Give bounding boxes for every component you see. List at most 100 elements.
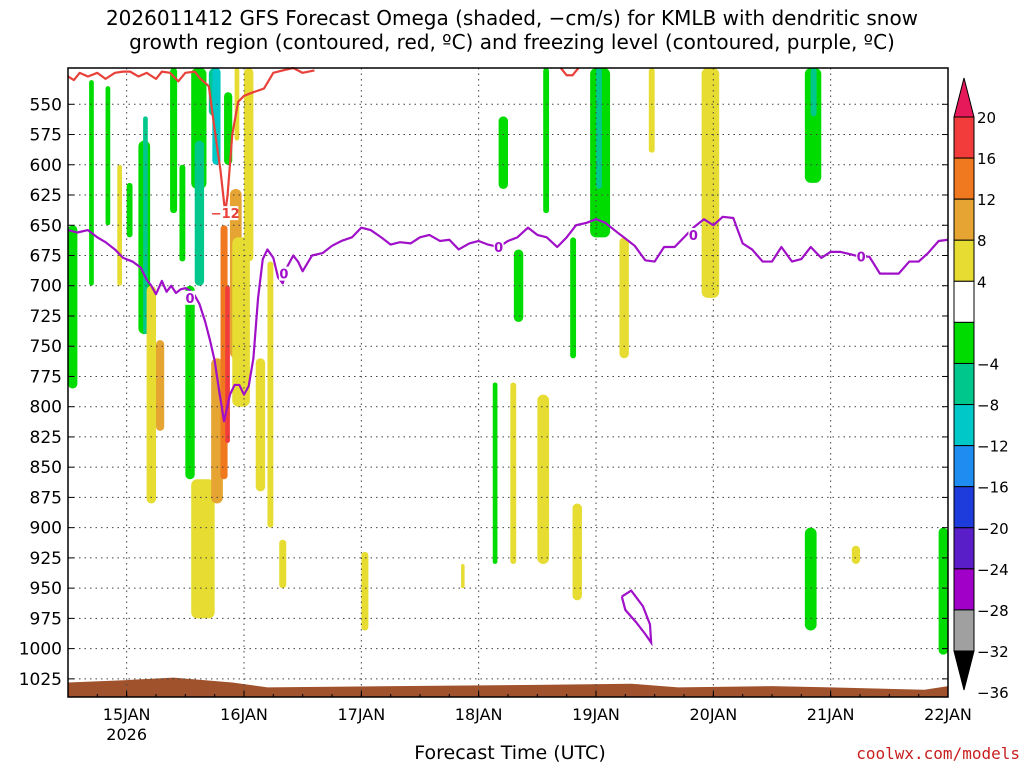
watermark: coolwx.com/models [856, 744, 1020, 763]
omega-cell [89, 80, 94, 286]
colorbar-label: −28 [977, 602, 1009, 620]
colorbar-bin [953, 239, 975, 282]
contour-label-background [493, 240, 504, 255]
omega-cell [596, 68, 602, 189]
colorbar-label: −4 [977, 355, 999, 373]
x-tick-label: 22JAN [924, 705, 972, 724]
omega-cell [461, 563, 465, 589]
omega-cell [224, 92, 233, 165]
omega-cell [804, 68, 822, 183]
contour-label: 0 [279, 268, 288, 283]
colorbar-label: −32 [977, 643, 1009, 661]
ground-terrain [68, 677, 948, 697]
contour-label-background [688, 227, 699, 242]
colorbar-label: −16 [977, 479, 1009, 497]
omega-cell [619, 237, 629, 359]
x-tick-label: 17JAN [337, 705, 385, 724]
omega-cell [570, 237, 577, 359]
y-tick-label: 575 [30, 126, 62, 146]
colorbar-label: 8 [977, 232, 987, 250]
omega-cell [267, 261, 274, 528]
contour-label-background [856, 249, 867, 264]
x-tick-label: 21JAN [807, 705, 855, 724]
colorbar-bottom-arrow [953, 650, 975, 691]
y-tick-label: 875 [30, 488, 62, 508]
omega-cell [194, 140, 205, 286]
omega-cell [185, 285, 195, 480]
y-tick-label: 600 [30, 156, 62, 176]
omega-cell [938, 527, 948, 655]
omega-cell [212, 68, 221, 165]
x-tick-sublabel: 2026 [106, 725, 147, 744]
omega-cell [361, 551, 369, 631]
x-tick-label: 15JAN [103, 705, 151, 724]
contour-label-background [278, 266, 289, 281]
freezing-level-contour [620, 589, 653, 647]
y-tick-label: 800 [30, 398, 62, 418]
omega-cell [68, 225, 78, 389]
omega-cell [126, 182, 133, 238]
contour-label-background [185, 290, 196, 305]
omega-cell [543, 68, 550, 214]
y-tick-label: 825 [30, 428, 62, 448]
dendritic-contour [559, 67, 580, 77]
y-axis-ticks: 550 575 600 625 650 675 700 725 750 775 800 825 850 8… [19, 95, 948, 690]
y-tick-label: 1025 [19, 670, 62, 690]
x-tick-label: 19JAN [572, 705, 620, 724]
colorbar-bin [953, 568, 975, 611]
contour-label: 0 [857, 251, 866, 266]
dendritic-contour [67, 66, 315, 215]
y-tick-label: 975 [30, 609, 62, 629]
omega-cell [810, 68, 817, 117]
colorbar-bin [953, 486, 975, 529]
chart-title: 2026011412 GFS Forecast Omega (shaded, −… [105, 6, 919, 54]
colorbar-bin [953, 404, 975, 447]
colorbar-bin [953, 198, 975, 241]
gridlines [68, 68, 948, 697]
x-tick-label: 20JAN [689, 705, 737, 724]
omega-cell [279, 539, 287, 589]
contours: −12 0 0 0 0 0 [67, 66, 949, 647]
x-tick-label: 18JAN [455, 705, 503, 724]
x-axis-label: Forecast Time (UTC) [414, 742, 606, 764]
y-tick-label: 950 [30, 579, 62, 599]
y-tick-label: 675 [30, 246, 62, 266]
colorbar-label: 16 [977, 150, 996, 168]
y-tick-label: 550 [30, 95, 62, 115]
contour-label: 0 [494, 241, 503, 256]
omega-cell [191, 479, 215, 619]
omega-cell [179, 164, 186, 262]
y-tick-label: 1000 [19, 640, 62, 660]
colorbar-label: −12 [977, 438, 1009, 456]
colorbar-label: 12 [977, 191, 996, 209]
omega-cell [170, 68, 178, 214]
omega-cell [156, 340, 165, 431]
colorbar-label: 4 [977, 273, 987, 291]
contour-label: −12 [211, 207, 240, 222]
colorbar-bin [953, 321, 975, 364]
colorbar-bin [953, 157, 975, 200]
colorbar-bin [953, 280, 975, 323]
x-tick-label: 16JAN [220, 705, 268, 724]
omega-cell [572, 503, 582, 601]
omega-cell [648, 68, 655, 153]
colorbar-label: −8 [977, 397, 999, 415]
omega-cell [498, 116, 508, 189]
colorbar-label: 20 [977, 109, 996, 127]
y-tick-label: 775 [30, 367, 62, 387]
contour-label: 0 [186, 292, 195, 307]
omega-shading [68, 68, 948, 655]
colorbar-label: −36 [977, 684, 1009, 702]
y-tick-label: 725 [30, 307, 62, 327]
y-tick-label: 900 [30, 519, 62, 539]
omega-cell [510, 382, 517, 564]
colorbar-bin [953, 116, 975, 159]
omega-cell [513, 249, 524, 323]
colorbar-top-arrow [953, 77, 975, 118]
ground-fill [68, 677, 948, 697]
y-tick-label: 750 [30, 337, 62, 357]
y-tick-label: 625 [30, 186, 62, 206]
contour-label-background [212, 206, 239, 221]
